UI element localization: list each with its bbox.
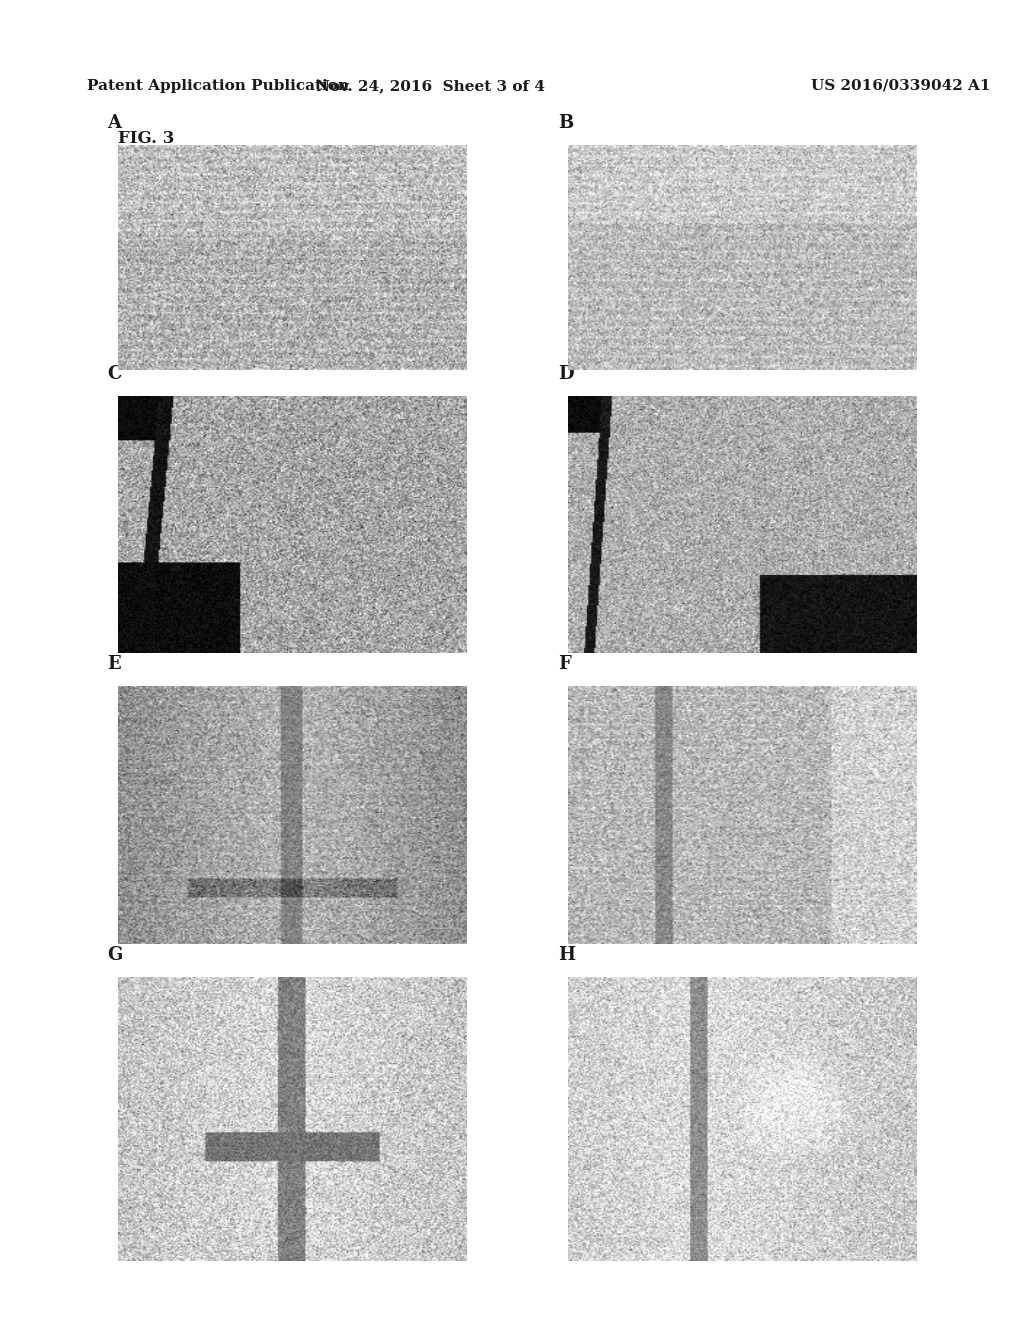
Text: E: E — [108, 655, 121, 673]
Text: B: B — [558, 114, 573, 132]
Text: C: C — [108, 364, 122, 383]
Text: Nov. 24, 2016  Sheet 3 of 4: Nov. 24, 2016 Sheet 3 of 4 — [315, 79, 545, 92]
Text: FIG. 3: FIG. 3 — [118, 131, 174, 147]
Text: D: D — [558, 364, 573, 383]
Text: G: G — [108, 945, 123, 964]
Text: F: F — [558, 655, 571, 673]
Text: H: H — [558, 945, 575, 964]
Text: Patent Application Publication: Patent Application Publication — [87, 79, 349, 92]
Text: A: A — [108, 114, 122, 132]
Text: US 2016/0339042 A1: US 2016/0339042 A1 — [811, 79, 991, 92]
